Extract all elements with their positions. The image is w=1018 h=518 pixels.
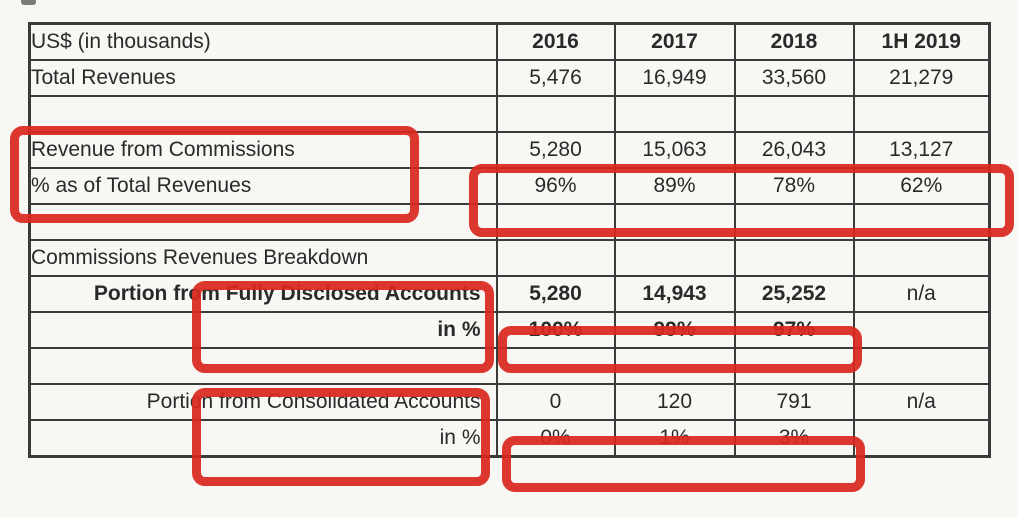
table-row-pct-of-total-revenues: % as of Total Revenues 96% 89% 78% 62% — [28, 167, 991, 205]
cell-value — [613, 239, 736, 277]
cell-value: 97% — [733, 311, 855, 349]
table-row-total-revenues: Total Revenues 5,476 16,949 33,560 21,27… — [28, 59, 991, 97]
cell-value — [852, 95, 991, 133]
cell-value: 3% — [733, 419, 855, 458]
cell-value: 16,949 — [613, 59, 736, 97]
row-label: Portion from Fully Disclosed Accounts — [28, 275, 498, 313]
cell-value: 120 — [613, 383, 736, 421]
row-label — [28, 95, 498, 133]
cell-value: 100% — [495, 311, 616, 349]
cell-value — [495, 203, 616, 241]
cell-value — [613, 347, 736, 385]
scan-artifact — [21, 0, 36, 5]
cell-value — [852, 419, 991, 458]
cell-value — [495, 347, 616, 385]
row-label: Total Revenues — [28, 59, 498, 97]
cell-value — [852, 239, 991, 277]
cell-value — [852, 347, 991, 385]
cell-value: 0% — [495, 419, 616, 458]
year-column-2018: 2018 — [733, 22, 855, 61]
cell-value — [613, 203, 736, 241]
cell-value: 0 — [495, 383, 616, 421]
cell-value — [733, 239, 855, 277]
cell-value: 78% — [733, 167, 855, 205]
cell-value — [495, 239, 616, 277]
row-label — [28, 347, 498, 385]
cell-value — [495, 95, 616, 133]
table-row-spacer — [28, 203, 991, 241]
cell-value — [852, 311, 991, 349]
table-row-spacer — [28, 347, 991, 385]
cell-value: 1% — [613, 419, 736, 458]
cell-value: n/a — [852, 383, 991, 421]
cell-value: 89% — [613, 167, 736, 205]
unit-header-label: US$ (in thousands) — [28, 22, 498, 61]
cell-value: 15,063 — [613, 131, 736, 169]
cell-value: n/a — [852, 275, 991, 313]
table-row-fully-disclosed: Portion from Fully Disclosed Accounts 5,… — [28, 275, 991, 313]
row-label — [28, 203, 498, 241]
year-column-1h2019: 1H 2019 — [852, 22, 991, 61]
year-column-2016: 2016 — [495, 22, 616, 61]
cell-value: 62% — [852, 167, 991, 205]
table-row-consolidated-pct: in % 0% 1% 3% — [28, 419, 991, 458]
cell-value: 26,043 — [733, 131, 855, 169]
cell-value: 13,127 — [852, 131, 991, 169]
cell-value — [733, 95, 855, 133]
row-label: Portion from Consolidated Accounts — [28, 383, 498, 421]
row-label: Revenue from Commissions — [28, 131, 498, 169]
row-label: in % — [28, 419, 498, 458]
table-row-revenue-from-commissions: Revenue from Commissions 5,280 15,063 26… — [28, 131, 991, 169]
row-label: in % — [28, 311, 498, 349]
cell-value — [733, 203, 855, 241]
financial-table: US$ (in thousands) 2016 2017 2018 1H 201… — [28, 22, 991, 458]
year-column-2017: 2017 — [613, 22, 736, 61]
cell-value: 5,280 — [495, 275, 616, 313]
cell-value: 14,943 — [613, 275, 736, 313]
cell-value: 99% — [613, 311, 736, 349]
table-row-fully-disclosed-pct: in % 100% 99% 97% — [28, 311, 991, 349]
cell-value: 21,279 — [852, 59, 991, 97]
cell-value: 5,280 — [495, 131, 616, 169]
table-row-header: US$ (in thousands) 2016 2017 2018 1H 201… — [28, 22, 991, 61]
row-label: % as of Total Revenues — [28, 167, 498, 205]
cell-value — [852, 203, 991, 241]
cell-value — [733, 347, 855, 385]
table-row-spacer — [28, 95, 991, 133]
row-label: Commissions Revenues Breakdown — [28, 239, 498, 277]
cell-value: 96% — [495, 167, 616, 205]
cell-value — [613, 95, 736, 133]
cell-value: 25,252 — [733, 275, 855, 313]
table-row-consolidated: Portion from Consolidated Accounts 0 120… — [28, 383, 991, 421]
cell-value: 791 — [733, 383, 855, 421]
cell-value: 33,560 — [733, 59, 855, 97]
table-row-breakdown-header: Commissions Revenues Breakdown — [28, 239, 991, 277]
cell-value: 5,476 — [495, 59, 616, 97]
